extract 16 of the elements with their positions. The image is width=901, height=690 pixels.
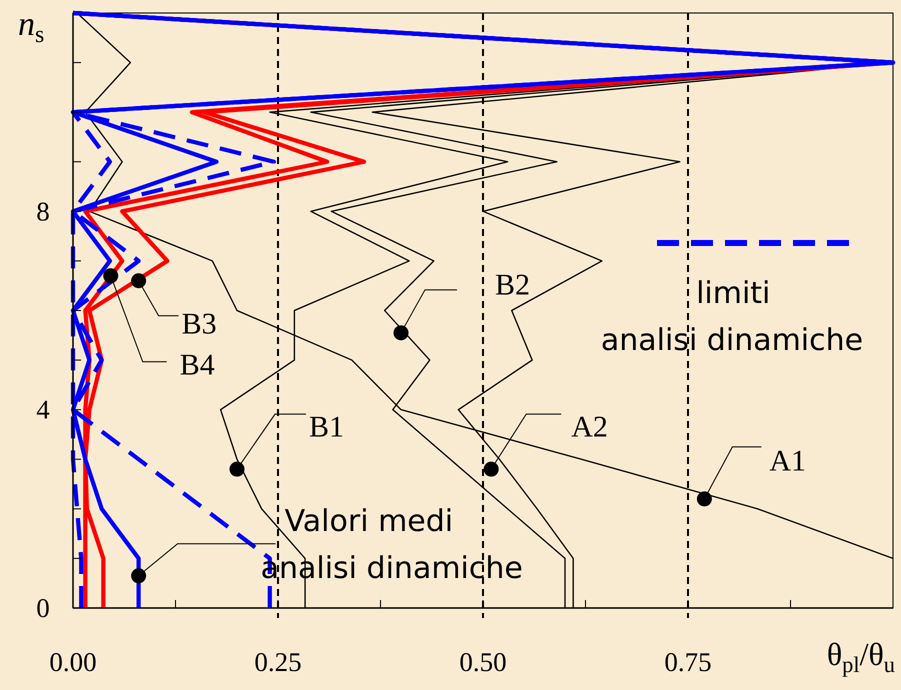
x-tick-label: 0.75 <box>664 647 712 677</box>
y-axis-title: n$_{s}$ <box>18 6 44 48</box>
text: limiti analisi dinamiche <box>600 276 864 358</box>
y-tick-label: 4 <box>36 394 50 425</box>
x-tick-label: 0.50 <box>459 647 507 677</box>
annotation: B2 <box>495 268 530 302</box>
annotation: B1 <box>309 410 344 444</box>
x-tick-label: 0.00 <box>49 647 97 677</box>
annotation: A1 <box>769 444 806 478</box>
annotation: B4 <box>180 348 215 382</box>
y-tick-label: 0 <box>36 593 50 623</box>
annotation: B3 <box>182 307 217 340</box>
x-tick-label: 0.25 <box>254 647 302 677</box>
annotation: A2 <box>571 410 608 444</box>
x-axis-title: θ$_{pl}$/θ$_{u}$ <box>826 636 895 677</box>
y-tick-label: 8 <box>36 196 50 226</box>
